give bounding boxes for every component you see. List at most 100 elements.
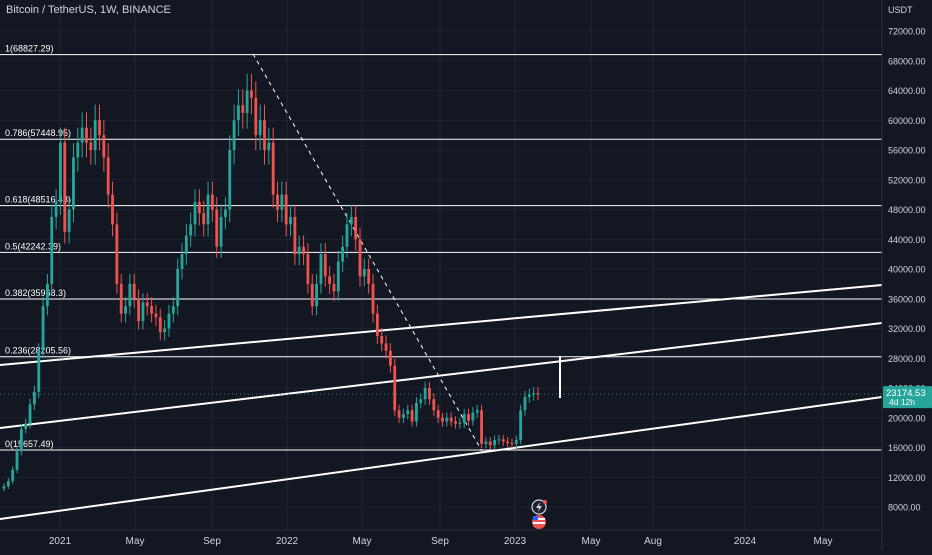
candle[interactable] [449,412,453,427]
candle[interactable] [237,89,240,136]
annotations[interactable] [0,356,882,529]
candle[interactable] [480,404,483,449]
candle[interactable] [280,181,284,222]
candle[interactable] [245,73,249,129]
candle[interactable] [206,181,210,237]
candle[interactable] [89,127,93,165]
candle[interactable] [362,258,366,287]
candle[interactable] [267,127,271,165]
candle[interactable] [415,397,418,427]
candle[interactable] [354,204,358,251]
candle[interactable] [497,434,501,445]
channel-line[interactable] [0,284,883,366]
us-flag-icon[interactable] [532,515,546,529]
candle[interactable] [367,258,371,294]
candle[interactable] [254,81,258,151]
candle[interactable] [436,404,440,423]
candle[interactable] [297,235,301,266]
candle[interactable] [98,104,101,151]
candle[interactable] [467,408,470,426]
candle[interactable] [310,273,314,316]
candle[interactable] [319,243,323,294]
candle[interactable] [167,304,171,337]
candle[interactable] [410,404,414,427]
candle[interactable] [302,235,305,266]
candle[interactable] [150,297,154,323]
candle[interactable] [189,212,193,248]
candle[interactable] [50,204,54,294]
candle[interactable] [397,404,401,423]
candle[interactable] [428,381,431,406]
candle[interactable] [271,127,275,208]
candle[interactable] [341,235,345,273]
candle[interactable] [423,381,427,406]
candle[interactable] [358,227,362,287]
candle[interactable] [137,289,140,330]
candle[interactable] [59,127,62,215]
candle[interactable] [163,320,167,341]
candle[interactable] [176,258,180,316]
candle[interactable] [15,447,19,474]
candle[interactable] [471,407,475,426]
candle[interactable] [63,127,67,244]
candle[interactable] [493,435,496,450]
candle[interactable] [72,143,75,222]
candle[interactable] [193,189,197,237]
candle[interactable] [85,112,88,158]
candle[interactable] [475,404,479,418]
candle[interactable] [293,204,297,266]
candle[interactable] [2,483,6,492]
candle[interactable] [219,204,223,258]
candle[interactable] [527,388,531,403]
candle[interactable] [154,304,158,327]
candle[interactable] [402,408,405,423]
candle[interactable] [388,343,392,373]
candle[interactable] [419,393,423,409]
candle[interactable] [180,243,184,280]
candle[interactable] [106,143,110,208]
candle[interactable] [506,437,510,448]
candle[interactable] [28,398,32,429]
candle[interactable] [445,412,449,427]
candle[interactable] [393,358,397,416]
candle[interactable] [124,297,127,323]
candle[interactable] [375,304,379,345]
candle[interactable] [263,104,266,165]
candle[interactable] [432,393,436,416]
candle[interactable] [332,273,336,301]
candle[interactable] [345,212,349,258]
price-axis[interactable]: USDT8000.0012000.0016000.0020000.0024000… [881,0,932,550]
candle[interactable] [384,335,388,359]
time-axis[interactable]: 2021 May Sep 2022 May Sep 2023 May Aug 2024 May [0,529,882,547]
candle[interactable] [54,189,58,230]
candle[interactable] [171,297,175,323]
candle[interactable] [441,412,444,427]
candle[interactable] [141,293,145,330]
candle[interactable] [315,273,318,316]
candle[interactable] [80,112,84,158]
candle[interactable] [76,127,80,172]
candle[interactable] [519,404,523,445]
candle[interactable] [380,327,384,352]
candle[interactable] [215,197,219,258]
candle[interactable] [289,204,292,237]
candle[interactable] [184,223,188,266]
candle[interactable] [41,297,45,359]
candle[interactable] [510,438,514,449]
candle[interactable] [202,200,206,237]
candle[interactable] [128,273,132,316]
candle[interactable] [11,466,15,484]
candle[interactable] [93,104,97,165]
candle[interactable] [224,197,227,230]
candle[interactable] [102,120,106,172]
candle[interactable] [284,181,288,237]
candle[interactable] [323,243,327,287]
candle[interactable] [37,343,41,398]
candle[interactable] [523,390,527,416]
candle[interactable] [241,89,245,129]
candle[interactable] [258,104,262,151]
candle[interactable] [210,181,214,222]
candle[interactable] [19,424,23,456]
